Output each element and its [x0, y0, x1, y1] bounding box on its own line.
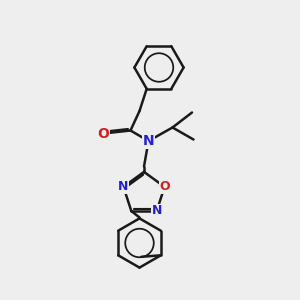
Text: O: O: [159, 180, 170, 193]
Text: N: N: [118, 180, 129, 193]
Text: O: O: [98, 127, 110, 140]
Text: N: N: [152, 205, 162, 218]
Text: N: N: [143, 134, 154, 148]
